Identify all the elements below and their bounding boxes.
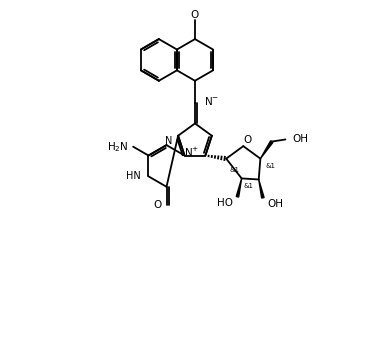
Polygon shape — [260, 141, 273, 159]
Text: OH: OH — [292, 134, 308, 144]
Text: N: N — [165, 136, 172, 146]
Text: &1: &1 — [265, 163, 275, 169]
Text: O: O — [191, 10, 199, 21]
Text: O: O — [243, 135, 251, 145]
Text: N$^{-}$: N$^{-}$ — [204, 95, 219, 106]
Text: HO: HO — [216, 198, 232, 208]
Text: &1: &1 — [244, 183, 254, 189]
Text: O: O — [153, 200, 162, 210]
Text: N$^{+}$: N$^{+}$ — [184, 146, 200, 159]
Polygon shape — [236, 179, 242, 197]
Text: OH: OH — [268, 199, 284, 209]
Text: &1: &1 — [229, 167, 239, 173]
Polygon shape — [259, 180, 264, 198]
Text: HN: HN — [126, 171, 141, 181]
Text: H$_2$N: H$_2$N — [106, 140, 128, 153]
